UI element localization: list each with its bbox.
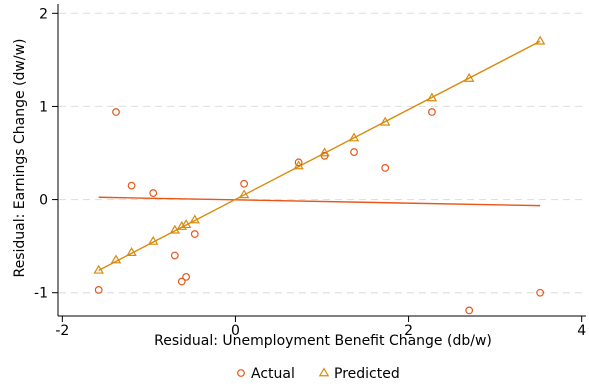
data-point-actual [536, 288, 545, 297]
data-point-actual [127, 181, 136, 190]
data-point-predicted [110, 254, 122, 264]
data-point-actual [149, 189, 158, 197]
data-point-predicted [238, 189, 250, 199]
data-point-predicted [126, 247, 137, 256]
data-point-actual [240, 179, 248, 188]
data-point-predicted [180, 219, 192, 229]
axes: -1 0 1 2 -2 0 2 4 [34, 4, 586, 339]
data-point-actual [465, 306, 474, 315]
data-point-actual [177, 277, 186, 286]
data-point-predicted [189, 214, 201, 224]
data-point-actual [350, 148, 358, 156]
fit-lines [98, 40, 541, 271]
y-axis-label: Residual: Earnings Change (dw/w) [12, 39, 28, 278]
data-point-predicted [293, 160, 304, 170]
gridlines [59, 12, 586, 294]
legend-label-actual: Actual [251, 366, 295, 382]
data-point-actual [190, 230, 199, 238]
legend-marker-predicted [318, 367, 330, 377]
legend-label-predicted: Predicted [334, 366, 400, 382]
data-point-predicted [463, 72, 475, 82]
y-tick-label: 2 [39, 6, 48, 22]
y-tick-label: 1 [39, 99, 48, 115]
data-point-predicted [319, 147, 330, 157]
x-axis-label: Residual: Unemployment Benefit Change (d… [154, 333, 492, 349]
data-point-predicted [426, 92, 438, 102]
data-point-predicted [534, 35, 546, 45]
data-point-actual [182, 272, 191, 281]
data-point-predicted [379, 116, 391, 126]
data-point-actual [381, 164, 390, 172]
fit-line-predicted [98, 40, 541, 271]
data-point-predicted [348, 132, 360, 142]
legend: Actual Predicted [237, 366, 400, 382]
data-point-predicted [176, 220, 188, 230]
data-point-actual [94, 286, 103, 294]
legend-marker-actual [237, 369, 245, 377]
x-tick-label: -2 [55, 323, 69, 339]
x-tick-label: 0 [231, 323, 240, 339]
y-tick-label: 0 [39, 193, 48, 209]
x-tick-label: 2 [404, 323, 413, 339]
fit-line-actual [98, 196, 541, 207]
data-point-actual [294, 158, 303, 167]
data-point-actual [428, 108, 436, 116]
x-tick-label: 4 [577, 323, 586, 339]
data-points [93, 35, 546, 315]
y-tick-label: -1 [34, 286, 48, 302]
data-point-actual [170, 251, 179, 260]
data-point-actual [112, 108, 120, 116]
data-point-predicted [147, 235, 159, 245]
data-point-predicted [93, 264, 104, 274]
